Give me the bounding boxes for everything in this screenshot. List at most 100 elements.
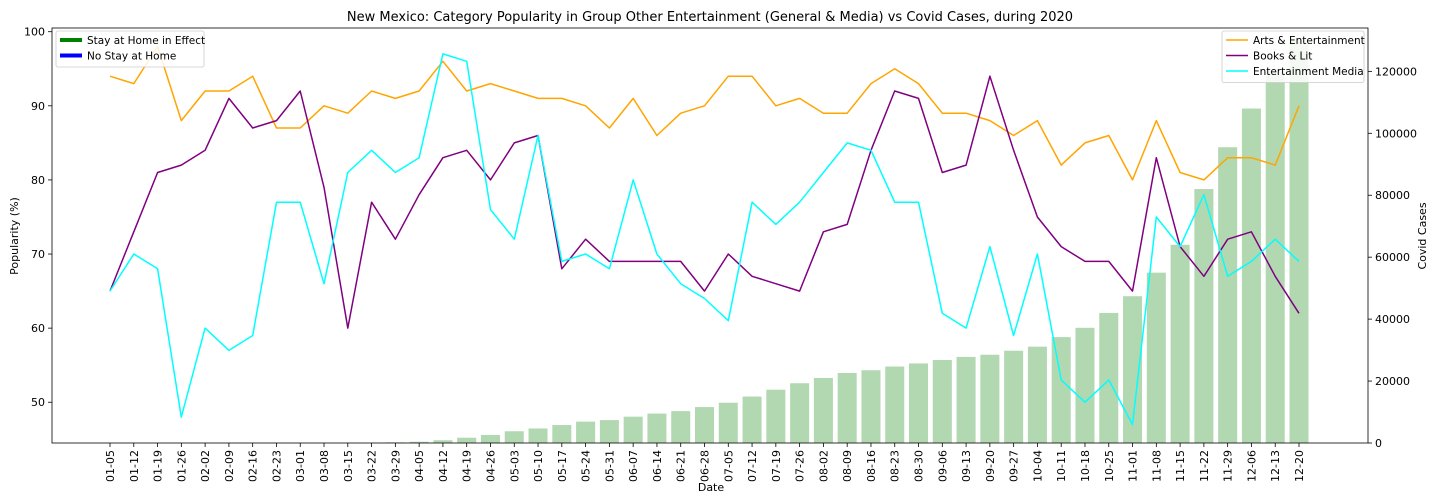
- chart-title: New Mexico: Category Popularity in Group…: [347, 10, 1073, 25]
- covid-cases-bar: [861, 370, 881, 443]
- y2-tick-label: 80000: [1375, 189, 1410, 202]
- legend-frame: [1221, 30, 1365, 83]
- axes-layer: 50 60 70 80 90 100 0 20000 40000 60000 80000 100000…: [24, 26, 1417, 482]
- covid-cases-bar: [956, 356, 976, 443]
- covid-cases-bar: [1265, 71, 1285, 443]
- x-tick-label: 10-25: [1103, 450, 1116, 482]
- x-tick-label: 09-27: [1008, 450, 1021, 482]
- x-tick-label: 01-26: [175, 450, 188, 482]
- y2-tick-label: 120000: [1375, 65, 1417, 78]
- x-tick-label: 04-12: [437, 450, 450, 482]
- y-tick-label: 80: [31, 174, 45, 187]
- x-tick-label: 04-05: [413, 450, 426, 482]
- legend-label: Stay at Home in Effect: [87, 35, 205, 47]
- y2-tick-label: 60000: [1375, 251, 1410, 264]
- x-tick-label: 06-07: [627, 450, 640, 482]
- covid-cases-bar: [1194, 189, 1214, 443]
- x-tick-label: 11-01: [1127, 450, 1140, 482]
- covid-cases-bar: [1027, 346, 1047, 443]
- x-tick-label: 12-13: [1269, 450, 1282, 482]
- covid-cases-bar: [742, 396, 762, 443]
- legend-stay-at-home: Stay at Home in Effect No Stay at Home: [55, 30, 205, 68]
- x-tick-label: 08-30: [913, 450, 926, 482]
- y-tick-label: 70: [31, 248, 45, 261]
- x-tick-label: 03-22: [366, 450, 379, 482]
- lines-layer: [109, 45, 1300, 426]
- x-tick-label: 08-16: [865, 450, 878, 482]
- covid-cases-bar: [480, 434, 500, 443]
- x-tick-label: 04-19: [461, 450, 474, 482]
- series-line-1: [109, 75, 1300, 329]
- x-tick-label: 01-19: [152, 450, 165, 482]
- legend-frame: [55, 30, 205, 68]
- series-line-2: [109, 53, 1300, 426]
- x-tick-label: 12-06: [1245, 450, 1258, 482]
- y-tick-label: 100: [24, 26, 45, 39]
- covid-cases-bar: [1099, 312, 1119, 443]
- x-tick-label: 05-17: [556, 450, 569, 482]
- y-axis-label: Popularity (%): [8, 197, 21, 275]
- x-tick-label: 07-19: [770, 450, 783, 482]
- covid-cases-bar: [576, 421, 596, 443]
- x-tick-label: 05-03: [508, 450, 521, 482]
- covid-cases-bar: [528, 428, 548, 443]
- covid-cases-bar: [1241, 108, 1261, 443]
- x-tick-label: 05-10: [532, 450, 545, 482]
- x-tick-label: 06-28: [699, 450, 712, 482]
- covid-cases-bar: [599, 420, 619, 443]
- y-tick-label: 50: [31, 396, 45, 409]
- x-tick-label: 02-09: [223, 450, 236, 482]
- covid-cases-bar: [1075, 327, 1095, 443]
- x-tick-label: 03-29: [389, 450, 402, 482]
- x-tick-label: 02-23: [270, 450, 283, 482]
- x-tick-label: 11-15: [1174, 450, 1187, 482]
- x-tick-label: 08-02: [817, 450, 830, 482]
- covid-cases-bar: [980, 354, 1000, 443]
- series-line-0: [109, 45, 1300, 181]
- covid-cases-bar: [409, 441, 429, 443]
- x-tick-label: 03-15: [342, 450, 355, 482]
- covid-cases-bar: [1146, 272, 1166, 443]
- x-axis-label: Date: [698, 481, 725, 494]
- covid-cases-bar: [790, 383, 810, 443]
- covid-cases-bar: [1170, 244, 1190, 443]
- covid-cases-bar: [909, 363, 929, 443]
- covid-cases-bar: [504, 431, 524, 443]
- x-tick-label: 11-29: [1222, 450, 1235, 482]
- plot-frame: [51, 27, 1369, 444]
- x-tick-label: 01-12: [128, 450, 141, 482]
- bars-layer: [385, 40, 1309, 443]
- x-tick-label: 12-20: [1293, 450, 1306, 482]
- x-tick-label: 07-05: [722, 450, 735, 482]
- x-tick-label: 10-18: [1079, 450, 1092, 482]
- x-tick-label: 03-08: [318, 450, 331, 482]
- x-tick-label: 05-24: [580, 450, 593, 482]
- legend-label: Books & Lit: [1253, 51, 1312, 63]
- x-tick-label: 10-04: [1031, 450, 1044, 482]
- covid-cases-bar: [1289, 40, 1309, 443]
- covid-cases-bar: [1051, 337, 1071, 443]
- x-tick-label: 08-23: [889, 450, 902, 482]
- y2-tick-label: 20000: [1375, 375, 1410, 388]
- covid-cases-bar: [885, 366, 905, 443]
- x-tick-label: 04-26: [484, 450, 497, 482]
- x-tick-label: 03-01: [294, 450, 307, 482]
- x-tick-label: 09-13: [960, 450, 973, 482]
- covid-cases-bar: [623, 416, 643, 443]
- x-tick-label: 01-05: [104, 450, 117, 482]
- covid-cases-bar: [766, 389, 786, 443]
- x-tick-label: 11-22: [1198, 450, 1211, 482]
- legend-categories: Arts & Entertainment Books & Lit Entertain…: [1221, 30, 1365, 83]
- x-tick-label: 08-09: [841, 450, 854, 482]
- x-tick-label: 02-16: [247, 450, 260, 482]
- legend-label: No Stay at Home: [87, 51, 176, 63]
- covid-cases-bar: [552, 425, 572, 443]
- covid-cases-bar: [433, 440, 453, 443]
- x-tick-label: 09-06: [936, 450, 949, 482]
- covid-cases-bar: [457, 437, 477, 443]
- x-tick-label: 02-02: [199, 450, 212, 482]
- covid-cases-bar: [1123, 296, 1143, 443]
- y-tick-label: 90: [31, 100, 45, 113]
- x-tick-label: 06-14: [651, 450, 664, 482]
- y2-axis-label: Covid Cases: [1416, 202, 1429, 269]
